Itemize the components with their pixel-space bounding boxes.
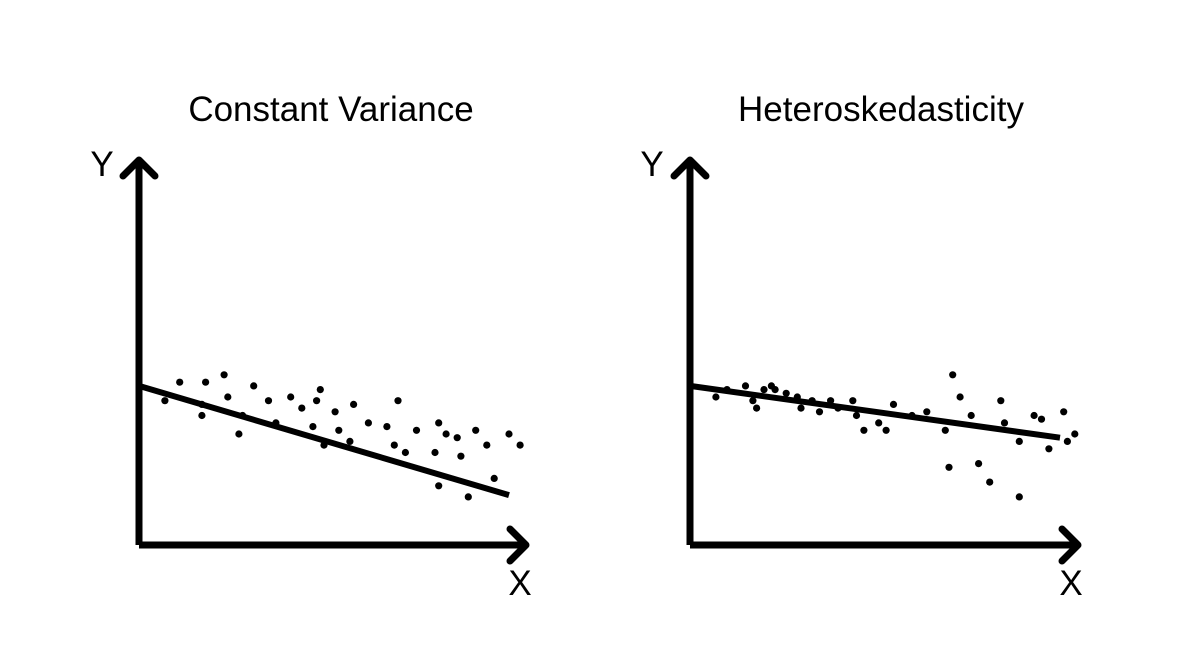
- data-point: [364, 419, 372, 427]
- data-point: [760, 386, 768, 394]
- data-point: [1060, 408, 1068, 416]
- chart-title: Heteroskedasticity: [738, 90, 1024, 129]
- data-point: [815, 408, 824, 416]
- chart-panel-constant-variance: Constant Variance Y X: [90, 90, 531, 603]
- data-point: [224, 393, 232, 401]
- data-point: [945, 463, 953, 471]
- data-point: [250, 382, 258, 390]
- data-point: [1000, 419, 1009, 427]
- y-axis-label: Y: [640, 145, 663, 184]
- data-point: [442, 430, 450, 438]
- data-point: [889, 400, 898, 408]
- data-point: [875, 419, 883, 427]
- data-point: [860, 426, 868, 434]
- data-point: [490, 474, 498, 482]
- y-axis-label: Y: [90, 145, 113, 184]
- data-point: [472, 426, 480, 434]
- data-point: [956, 393, 964, 401]
- x-axis-label: X: [508, 564, 531, 603]
- data-point: [383, 423, 391, 431]
- data-point: [1045, 445, 1053, 453]
- data-point: [264, 397, 273, 405]
- data-point: [483, 441, 491, 449]
- data-point: [941, 426, 949, 434]
- data-point: [435, 482, 443, 490]
- data-point: [741, 382, 750, 390]
- data-point: [753, 404, 761, 412]
- data-point: [394, 397, 402, 405]
- data-point: [453, 434, 461, 442]
- data-point: [350, 400, 358, 408]
- data-point: [782, 389, 790, 397]
- data-point: [401, 448, 409, 457]
- data-point: [412, 426, 421, 434]
- chart-title: Constant Variance: [188, 90, 473, 129]
- x-axis-arrowhead: [1058, 525, 1082, 565]
- data-point: [1071, 430, 1079, 438]
- data-point: [331, 408, 339, 416]
- data-point: [975, 460, 983, 468]
- data-point: [852, 411, 861, 420]
- data-point: [1015, 493, 1023, 501]
- data-point: [435, 419, 443, 427]
- data-point: [712, 393, 720, 401]
- data-point: [771, 386, 779, 394]
- data-point: [176, 378, 184, 386]
- y-axis-arrowhead: [670, 156, 710, 180]
- data-point: [797, 404, 805, 412]
- data-point: [198, 411, 206, 420]
- data-point: [298, 404, 306, 412]
- data-point: [457, 452, 465, 460]
- data-point: [1037, 415, 1046, 423]
- data-point: [986, 478, 994, 486]
- data-point: [287, 393, 295, 401]
- data-point: [309, 423, 317, 431]
- data-point: [882, 426, 890, 434]
- data-point: [313, 397, 321, 405]
- data-point: [1030, 411, 1038, 420]
- data-point: [516, 441, 524, 449]
- x-axis-label: X: [1059, 564, 1082, 603]
- data-point: [1063, 437, 1071, 445]
- data-point: [220, 371, 228, 379]
- data-point: [202, 378, 210, 386]
- data-point: [346, 437, 354, 445]
- data-point: [464, 493, 472, 501]
- y-axis-arrowhead: [119, 156, 159, 180]
- data-point: [235, 430, 243, 438]
- data-point: [505, 430, 513, 438]
- data-point: [1015, 437, 1023, 445]
- data-point: [431, 448, 439, 457]
- data-point: [923, 408, 931, 416]
- data-point: [316, 386, 324, 394]
- data-point: [390, 441, 398, 449]
- chart-panel-heteroskedasticity: Heteroskedasticity Y X: [640, 90, 1082, 603]
- trend-line: [138, 383, 510, 498]
- data-point: [161, 397, 169, 405]
- x-axis-arrowhead: [506, 525, 530, 565]
- data-point: [949, 371, 957, 379]
- trend-line: [689, 382, 1061, 441]
- data-point: [997, 397, 1005, 405]
- data-point: [335, 426, 343, 434]
- data-point: [967, 411, 975, 420]
- data-point: [749, 397, 757, 405]
- data-point: [849, 397, 857, 405]
